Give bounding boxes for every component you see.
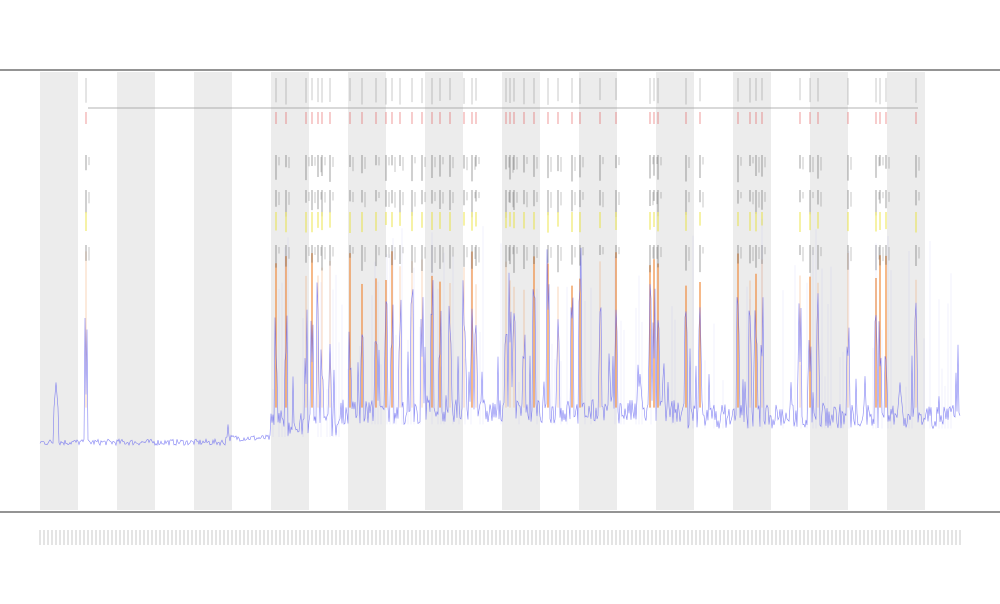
event-column-27	[547, 78, 552, 408]
shaded-band-2	[194, 72, 232, 510]
event-column-16	[431, 78, 436, 408]
shaded-band-4	[348, 72, 386, 510]
event-column-48	[885, 78, 890, 408]
event-column-29	[571, 78, 576, 408]
event-column-44	[817, 78, 822, 408]
event-column-40	[755, 78, 760, 408]
event-column-13	[399, 78, 404, 408]
shaded-band-9	[733, 72, 771, 510]
event-column-21	[475, 78, 480, 408]
event-column-41	[761, 78, 766, 408]
event-column-43	[809, 78, 814, 408]
event-column-32	[615, 78, 620, 408]
event-column-12	[391, 78, 396, 408]
event-column-14	[411, 78, 416, 408]
event-column-10	[375, 78, 380, 408]
shaded-band-3	[271, 72, 309, 510]
event-columns	[85, 78, 920, 408]
shaded-bands	[40, 72, 925, 510]
event-column-3	[305, 78, 310, 408]
event-column-42	[799, 78, 804, 408]
event-column-2	[285, 78, 290, 408]
shaded-band-10	[810, 72, 848, 510]
shaded-band-11	[887, 72, 925, 510]
x-tick-marks	[39, 530, 961, 545]
event-column-45	[847, 78, 852, 408]
event-column-49	[915, 78, 920, 408]
event-column-19	[463, 78, 468, 408]
shaded-band-1	[117, 72, 155, 510]
event-column-6	[321, 78, 326, 408]
event-column-47	[879, 78, 884, 408]
event-column-38	[737, 78, 742, 408]
event-column-1	[275, 78, 280, 408]
event-column-46	[875, 78, 880, 408]
event-column-30	[579, 78, 584, 408]
event-column-5	[317, 78, 322, 408]
event-column-9	[361, 78, 366, 408]
event-column-36	[685, 78, 690, 408]
shaded-band-8	[656, 72, 694, 510]
baseline-series-line	[39, 247, 961, 447]
shaded-band-7	[579, 72, 617, 510]
event-column-31	[599, 78, 604, 408]
event-column-20	[471, 78, 476, 408]
series-lines	[39, 218, 961, 447]
event-column-8	[349, 78, 354, 408]
event-column-11	[385, 78, 390, 408]
event-column-39	[749, 78, 754, 408]
event-column-4	[311, 78, 316, 408]
event-column-34	[653, 78, 658, 408]
event-column-23	[509, 78, 514, 408]
event-column-28	[557, 78, 562, 408]
event-column-37	[699, 78, 704, 408]
event-column-25	[523, 78, 528, 408]
event-column-35	[657, 78, 662, 408]
event-column-24	[513, 78, 518, 408]
event-column-18	[449, 78, 454, 408]
event-column-15	[421, 78, 426, 408]
event-column-26	[533, 78, 538, 408]
event-column-7	[329, 78, 334, 408]
